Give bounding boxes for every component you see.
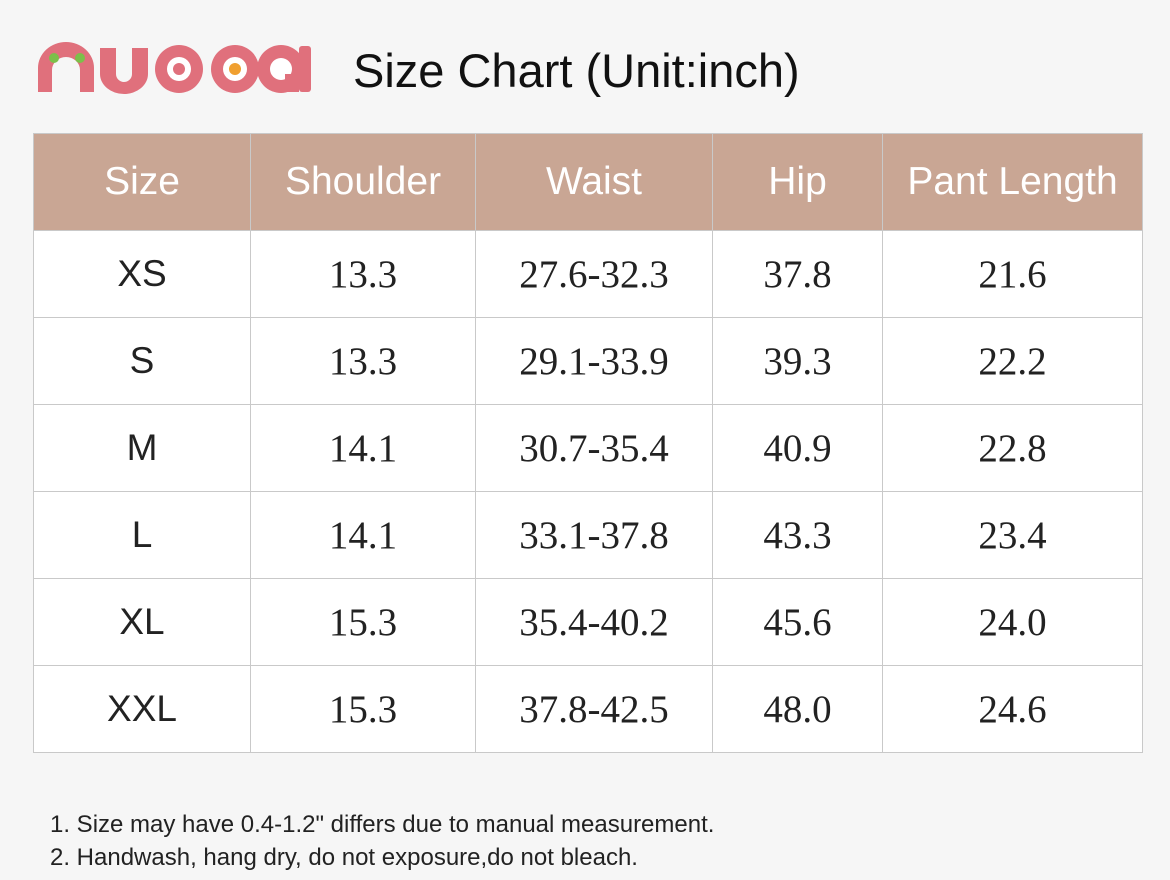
table-cell: XXL: [33, 665, 251, 753]
table-row: XS 13.3 27.6-32.3 37.8 21.6: [33, 230, 1143, 318]
notes: 1. Size may have 0.4-1.2" differs due to…: [50, 808, 714, 874]
table-cell: 14.1: [250, 491, 476, 579]
table-cell: 37.8: [712, 230, 883, 318]
table-cell: 39.3: [712, 317, 883, 405]
table-row: M 14.1 30.7-35.4 40.9 22.8: [33, 404, 1143, 492]
table-cell: 29.1-33.9: [475, 317, 713, 405]
column-header: Size: [33, 133, 251, 231]
table-cell: 22.8: [882, 404, 1143, 492]
table-cell: 24.0: [882, 578, 1143, 666]
table-row: L 14.1 33.1-37.8 43.3 23.4: [33, 491, 1143, 579]
table-cell: 15.3: [250, 665, 476, 753]
table-row: XXL 15.3 37.8-42.5 48.0 24.6: [33, 665, 1143, 753]
header-row: Size Shoulder Waist Hip Pant Length: [33, 133, 1143, 231]
table-row: XL 15.3 35.4-40.2 45.6 24.0: [33, 578, 1143, 666]
table-cell: 48.0: [712, 665, 883, 753]
table-cell: M: [33, 404, 251, 492]
table-cell: 13.3: [250, 230, 476, 318]
table-cell: 21.6: [882, 230, 1143, 318]
size-table: Size Shoulder Waist Hip Pant Length XS 13.3 27…: [33, 133, 1143, 753]
table-cell: 43.3: [712, 491, 883, 579]
table-cell: 13.3: [250, 317, 476, 405]
table-cell: 35.4-40.2: [475, 578, 713, 666]
title: Size Chart (Unit:inch): [353, 44, 800, 97]
note: 2. Handwash, hang dry, do not exposure,d…: [50, 844, 638, 871]
note: 1. Size may have 0.4-1.2" differs due to…: [50, 811, 715, 838]
table-cell: 27.6-32.3: [475, 230, 713, 318]
table-cell: 15.3: [250, 578, 476, 666]
table-cell: 45.6: [712, 578, 883, 666]
column-header: Hip: [712, 133, 883, 231]
table-cell: 33.1-37.8: [475, 491, 713, 579]
column-header: Waist: [475, 133, 713, 231]
table-cell: 30.7-35.4: [475, 404, 713, 492]
table-cell: 40.9: [712, 404, 883, 492]
table-cell: 24.6: [882, 665, 1143, 753]
table-cell: XL: [33, 578, 251, 666]
table-cell: 14.1: [250, 404, 476, 492]
table-cell: 37.8-42.5: [475, 665, 713, 753]
table-cell: L: [33, 491, 251, 579]
brand-logo: [38, 42, 311, 94]
column-header: Pant Length: [882, 133, 1143, 231]
table-cell: S: [33, 317, 251, 405]
table-cell: 22.2: [882, 317, 1143, 405]
table-row: S 13.3 29.1-33.9 39.3 22.2: [33, 317, 1143, 405]
column-header: Shoulder: [250, 133, 476, 231]
table-cell: XS: [33, 230, 251, 318]
table-cell: 23.4: [882, 491, 1143, 579]
